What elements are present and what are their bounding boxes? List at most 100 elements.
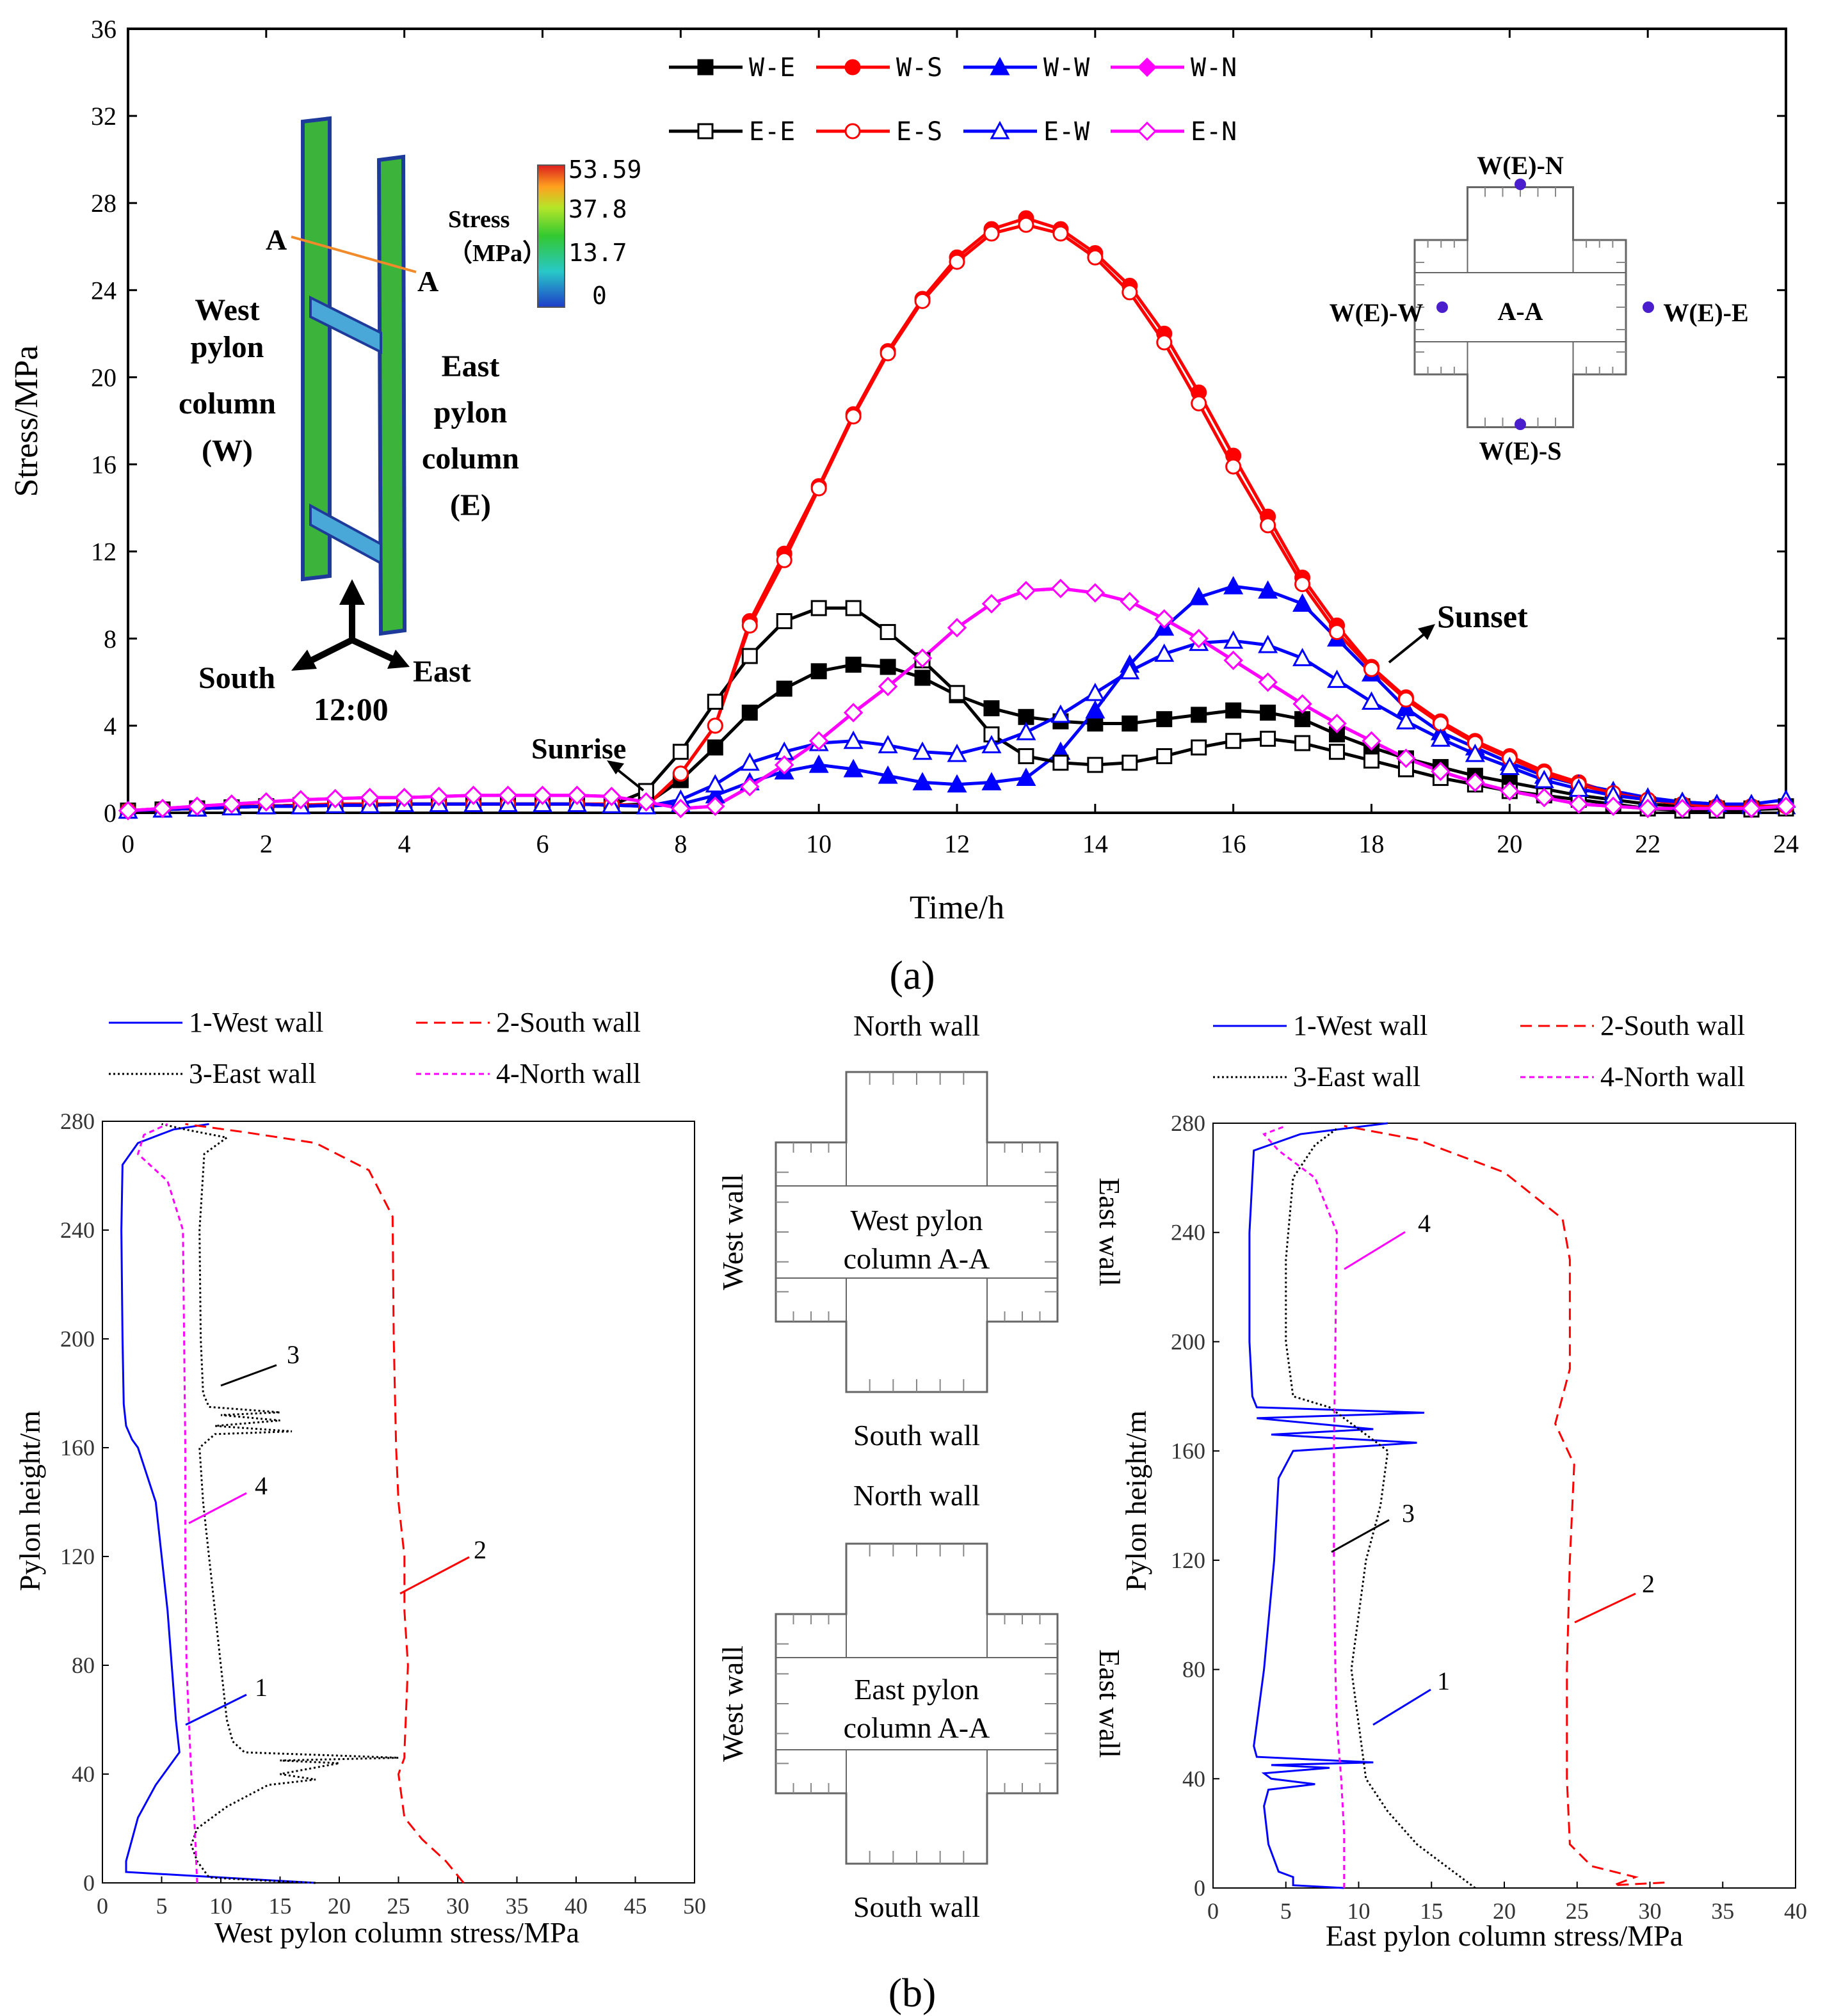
data-point-e-w [1258,634,1278,653]
data-point-e-n [1604,796,1623,816]
data-point-e-e [1329,744,1346,760]
data-point-e-n [118,801,138,820]
x-tick-label: 4 [398,829,411,858]
callout-1-label: 1 [1437,1667,1450,1695]
callout-2-label: 2 [1642,1569,1655,1598]
panel-a-xlabel: Time/h [910,890,1004,926]
x-tick-label: 30 [1639,1898,1662,1924]
panel-b-right-xlabel: East pylon column stress/MPa [1326,1919,1683,1952]
data-point-w-w [1292,593,1313,612]
data-point-e-n [1258,672,1278,692]
data-point-w-e [776,680,792,697]
legend-marker [1137,121,1157,141]
west-column-label-2: pylon [191,330,264,364]
y-tick-label: 280 [1171,1110,1205,1136]
panel-a-legend: W-E W-S W-W W-N E-E E-S E-W E-N [669,53,1237,147]
data-point-e-w [1327,669,1347,688]
y-tick-label: 0 [83,1870,95,1896]
legend-label: 1-West wall [1293,1010,1427,1041]
data-point-w-w [1016,767,1036,787]
data-point-e-w [1050,704,1071,723]
data-point-e-n [740,777,760,797]
upper-crossbeam-shape [309,295,382,355]
data-point-e-n [1465,772,1485,792]
data-point-e-e [1191,739,1207,756]
data-point-e-n [325,788,345,809]
legend-label: 4-North wall [496,1058,641,1089]
east-column-label-1: East [442,349,500,383]
section2-south-label: South wall [853,1891,980,1923]
colorbar-tick-3: 13.7 [568,239,627,267]
legend-label: E-W [1043,117,1090,147]
section-label-right: A [417,265,438,298]
data-point-e-s [949,253,965,270]
sunset-arrow-icon [1418,624,1435,640]
panel-a-ylabel: Stress/MPa [8,346,45,497]
data-point-e-n [187,796,207,816]
profile-line-3-east-wall [161,1123,399,1884]
x-tick-label: 5 [1280,1898,1292,1924]
section-shape-a [1413,186,1627,428]
callout-4-line [1344,1231,1406,1270]
data-point-e-n [1120,591,1139,612]
data-point-e-e [1087,756,1104,773]
data-point-w-e [1191,707,1207,723]
data-point-e-s [672,765,689,782]
data-point-w-e [1294,711,1311,728]
panel-b-right-chart: 0 5 10 15 20 25 30 35 40 0 40 80 120 160 200 240 280 Eas… [1120,1010,1807,1952]
callout-2-label: 2 [474,1535,486,1564]
data-point-e-w [1292,648,1313,666]
data-point-w-w [947,774,967,793]
x-tick-label: 18 [1359,829,1385,858]
data-point-e-e [1156,748,1173,765]
x-tick-label: 10 [806,829,832,858]
legend-label: E-E [749,117,795,147]
sunset-annotation: Sunset [1388,598,1528,664]
x-tick-label: 8 [674,829,687,858]
section-east-label: W(E)-E [1663,298,1748,327]
east-column-label-2: pylon [434,396,508,429]
data-point-e-n [636,792,656,812]
y-tick-label: 12 [91,538,117,566]
lower-crossbeam-shape [309,503,382,566]
data-point-e-n [809,731,829,751]
data-point-e-n [1638,799,1658,819]
y-tick-label: 40 [72,1761,95,1787]
section1-south-label: South wall [853,1419,980,1452]
x-tick-label: 24 [1773,829,1799,858]
data-point-e-w [1430,728,1451,747]
data-point-e-w [1120,660,1140,680]
data-point-w-e [1087,715,1104,732]
data-point-e-e [845,600,862,616]
data-point-e-w [1154,643,1175,662]
data-point-e-n [152,799,173,819]
y-tick-label: 200 [1171,1329,1205,1354]
data-point-e-s [1294,576,1311,593]
section-west-label: W(E)-W [1330,298,1424,327]
data-point-w-w [808,754,829,773]
data-point-e-w [947,743,967,762]
legend-label: W-S [896,53,942,83]
panel-b-left-legend: 1-West wall 2-South wall 3-East wall 4-Nort… [109,1007,641,1089]
panel-b-right-series [1248,1122,1665,1889]
data-point-e-w [912,741,933,760]
x-tick-label: 20 [328,1893,351,1919]
y-tick-label: 0 [1194,1875,1205,1901]
colorbar-tick-max: 53.59 [568,156,641,184]
data-point-e-s [845,408,862,425]
data-point-w-e [845,657,862,673]
legend-label: W-E [749,53,795,83]
west-pylon-section-shape [775,1071,1059,1393]
data-point-e-n [1707,799,1727,819]
data-point-e-n [1223,650,1243,670]
x-tick-label: 16 [1221,829,1246,858]
y-tick-label: 16 [91,451,117,479]
data-point-e-e [1294,735,1311,751]
callout-1-label: 1 [255,1673,268,1702]
data-point-e-s [880,345,896,362]
data-point-e-w [1499,756,1520,776]
data-point-w-w [1085,700,1105,719]
callout-4-label: 4 [1418,1209,1431,1238]
x-tick-label: 45 [624,1893,647,1919]
data-point-e-s [1225,458,1242,475]
